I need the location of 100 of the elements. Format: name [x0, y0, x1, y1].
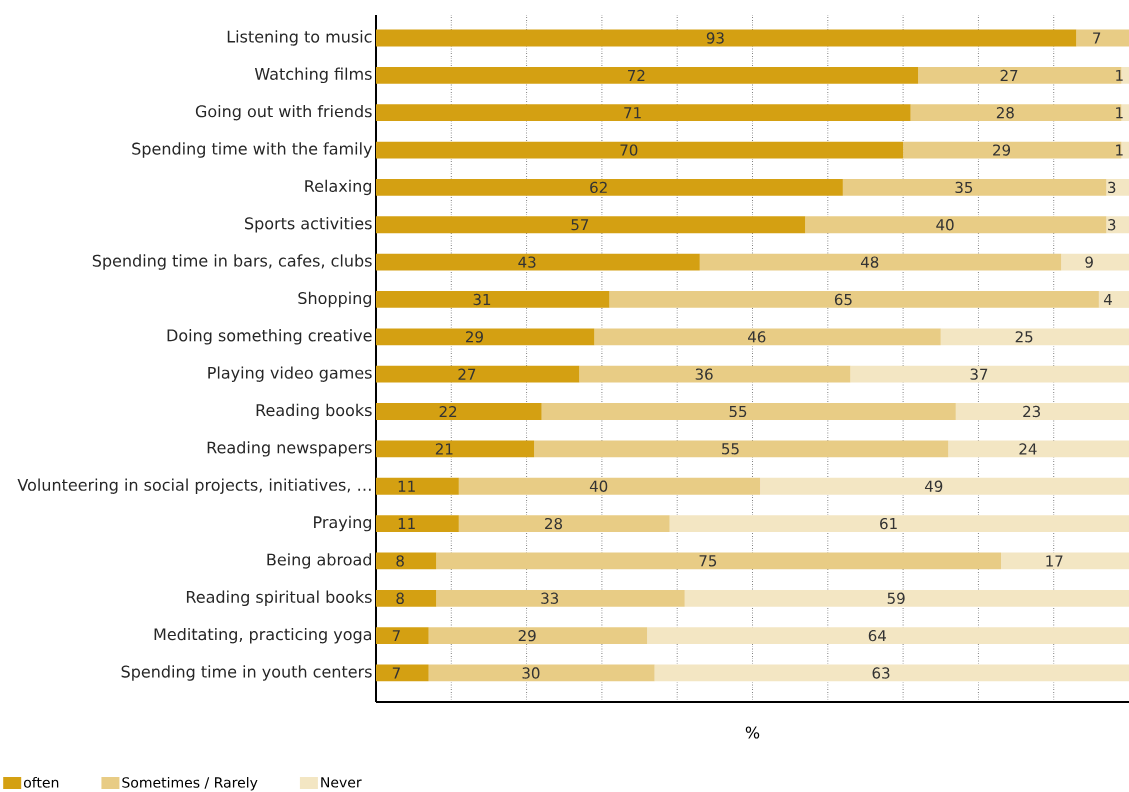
bar: [376, 403, 542, 420]
y-tick-label: Spending time with the family: [132, 142, 372, 158]
data-label: 22: [439, 405, 457, 418]
data-label: 24: [1019, 443, 1037, 455]
bar: [955, 403, 1129, 420]
data-label: 17: [1046, 555, 1063, 567]
bar: [376, 253, 700, 271]
bar: [376, 328, 595, 346]
y-tick-label: Listening to music: [227, 30, 372, 46]
bar: [376, 365, 580, 383]
data-label: 61: [880, 517, 897, 530]
data-label: 21: [435, 443, 453, 455]
bar: [376, 291, 610, 308]
y-tick-label: Doing something creative: [167, 329, 372, 345]
bar: [594, 328, 941, 346]
data-label: 29: [993, 144, 1011, 156]
bar: [654, 664, 1129, 682]
bar: [376, 440, 535, 458]
y-tick-label: Reading books: [256, 403, 372, 420]
data-label: 28: [996, 107, 1014, 119]
bar: [1106, 216, 1129, 234]
y-tick-label: Being abroad: [267, 553, 372, 569]
bar: [376, 29, 1077, 47]
data-label: 70: [620, 144, 638, 156]
data-label: 49: [924, 480, 943, 492]
y-tick-label: Going out with friends: [195, 104, 372, 121]
data-label: 46: [748, 331, 766, 343]
y-tick-label: Meditating, practicing yoga: [154, 627, 372, 644]
bar: [376, 664, 429, 682]
data-label: 1: [1116, 107, 1123, 119]
bar: [428, 627, 648, 645]
data-label: 43: [518, 256, 536, 268]
data-label: 8: [396, 592, 404, 604]
data-label: 33: [541, 592, 559, 604]
data-label: 29: [466, 331, 483, 343]
data-label: 75: [699, 555, 717, 567]
data-label: 30: [522, 667, 540, 679]
data-label: 27: [458, 368, 476, 380]
bar: [376, 515, 459, 532]
bar: [699, 253, 1062, 271]
y-tick-label: Relaxing: [305, 179, 372, 196]
bar: [579, 365, 851, 383]
data-label: 55: [729, 405, 747, 418]
legend-label: Sometimes / Rarely: [122, 776, 258, 791]
bar: [609, 291, 1099, 308]
data-label: 57: [571, 219, 589, 231]
data-label: 7: [392, 667, 400, 679]
bar: [918, 66, 1122, 84]
data-label: 9: [1085, 256, 1093, 268]
data-label: 63: [872, 667, 890, 679]
bar: [376, 216, 806, 234]
bar: [948, 440, 1129, 458]
x-axis-title: %: [745, 726, 760, 739]
data-label: 11: [398, 480, 415, 492]
bar: [541, 403, 956, 420]
data-label: 23: [1023, 405, 1041, 418]
data-label: 25: [1015, 331, 1033, 343]
data-label: 7: [1093, 32, 1101, 44]
data-label: 3: [1108, 219, 1116, 231]
bar: [376, 104, 911, 122]
data-label: 11: [398, 518, 415, 530]
data-label: 29: [518, 629, 536, 642]
bar: [376, 589, 437, 607]
data-label: 4: [1103, 294, 1112, 305]
data-label: 72: [628, 69, 645, 81]
bar: [910, 104, 1122, 122]
data-label: 37: [970, 368, 988, 380]
data-label: 28: [545, 517, 563, 530]
y-tick-label: Spending time in bars, cafes, clubs: [92, 254, 372, 270]
data-label: 55: [722, 443, 739, 455]
data-label: 35: [955, 181, 973, 194]
bar: [1076, 29, 1129, 47]
data-label: 8: [396, 555, 404, 567]
y-tick-label: Playing video games: [208, 366, 372, 382]
y-tick-label: Volunteering in social projects, initiatives, …: [17, 478, 371, 494]
bar: [376, 141, 904, 159]
bar: [534, 440, 949, 458]
bar: [1121, 104, 1129, 122]
bar: [684, 589, 1129, 607]
y-tick-label: Reading spiritual books: [186, 590, 372, 607]
bar: [458, 515, 670, 532]
data-label: 59: [887, 592, 905, 604]
bar: [428, 664, 655, 682]
data-label: 48: [860, 256, 879, 268]
y-tick-label: Sports activities: [245, 217, 372, 233]
bar: [1098, 291, 1129, 308]
data-label: 7: [392, 630, 400, 642]
bar: [376, 477, 459, 495]
data-label: 31: [473, 293, 491, 306]
bar: [647, 627, 1129, 645]
y-tick-label: Shopping: [298, 291, 372, 308]
bar: [376, 627, 429, 645]
y-tick-label: Praying: [314, 515, 372, 532]
legend-label: often: [23, 776, 59, 788]
bar: [436, 589, 685, 607]
y-tick-label: Watching films: [254, 67, 372, 84]
data-label: 93: [706, 32, 724, 44]
legend-label: Never: [321, 777, 362, 788]
bar: [760, 477, 1129, 495]
data-label: 40: [589, 480, 608, 492]
